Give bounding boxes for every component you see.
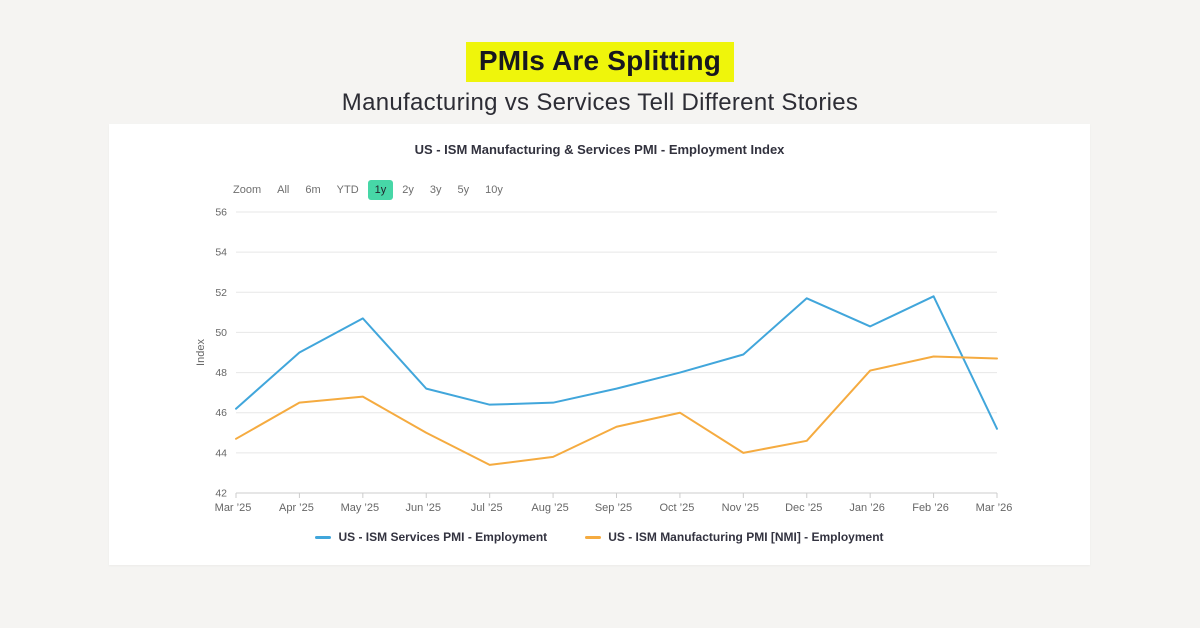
zoom-toolbar: Zoom All 6m YTD 1y 2y 3y 5y 10y	[233, 180, 511, 200]
chart-title: US - ISM Manufacturing & Services PMI - …	[414, 142, 785, 157]
x-axis-tick-label: Apr ’25	[279, 502, 314, 514]
x-axis-tick-label: Jul ’25	[471, 502, 503, 514]
y-axis-tick-label: 48	[215, 367, 227, 379]
series-line-services[interactable]	[235, 295, 998, 430]
zoom-option-10y[interactable]: 10y	[485, 184, 503, 196]
zoom-option-2y[interactable]: 2y	[402, 184, 414, 196]
zoom-option-6m[interactable]: 6m	[305, 184, 321, 196]
x-axis-tick-label: Nov ’25	[722, 502, 759, 514]
zoom-option-1y[interactable]: 1y	[367, 180, 394, 200]
y-axis-tick-label: 52	[215, 287, 227, 299]
y-axis-tick-label: 50	[215, 327, 227, 339]
x-axis-tick-label: Aug ’25	[531, 502, 568, 514]
series-line-manufacturing[interactable]	[235, 355, 998, 466]
legend-label: US - ISM Manufacturing PMI [NMI] - Emplo…	[608, 530, 884, 544]
y-axis-tick-label: 42	[215, 488, 227, 500]
zoom-option-all[interactable]: All	[277, 184, 290, 196]
y-axis-title: Index	[195, 339, 207, 366]
x-axis-tick-label: Mar ’26	[976, 502, 1013, 514]
x-axis-tick-label: Feb ’26	[912, 502, 949, 514]
page-header: PMIs Are Splitting Manufacturing vs Serv…	[0, 0, 1200, 117]
legend-line-marker	[585, 535, 602, 539]
x-axis-tick-label: May ’25	[341, 502, 380, 514]
x-axis-tick-label: Sep ’25	[595, 502, 632, 514]
x-axis-tick-label: Oct ’25	[659, 502, 694, 514]
legend-item-manufacturing[interactable]: US - ISM Manufacturing PMI [NMI] - Emplo…	[585, 530, 884, 544]
x-axis-tick-label: Mar ’25	[215, 502, 252, 514]
y-axis-tick-label: 44	[215, 447, 227, 459]
pmi-line-chart-plot-area[interactable]: 42 44 46 48 50 52 54 56 Mar ’25 Apr ’25 May ’25 Jun…	[109, 124, 1090, 565]
y-axis-tick-label: 54	[215, 247, 227, 259]
zoom-option-ytd[interactable]: YTD	[336, 184, 359, 196]
zoom-option-5y[interactable]: 5y	[457, 184, 470, 196]
x-axis-tick-label: Jan ’26	[849, 502, 884, 514]
y-axis-tick-label: 46	[215, 407, 227, 419]
legend-line-marker	[315, 535, 332, 539]
legend-item-services[interactable]: US - ISM Services PMI - Employment	[315, 530, 547, 544]
legend-label: US - ISM Services PMI - Employment	[338, 530, 548, 544]
y-axis-tick-label: 56	[215, 207, 227, 219]
zoom-toolbar-label: Zoom	[233, 184, 262, 196]
page-subtitle: Manufacturing vs Services Tell Different…	[341, 89, 859, 116]
zoom-option-3y[interactable]: 3y	[429, 184, 442, 196]
chart-legend: US - ISM Services PMI - Employment US - I…	[109, 530, 1090, 544]
x-axis-tick-label: Jun ’25	[406, 502, 441, 514]
zoom-buttons: All 6m YTD 1y 2y 3y 5y 10y	[269, 180, 511, 200]
page-title: PMIs Are Splitting	[465, 42, 735, 82]
x-axis-tick-label: Dec ’25	[785, 502, 822, 514]
chart-card: US - ISM Manufacturing & Services PMI - …	[109, 124, 1090, 565]
